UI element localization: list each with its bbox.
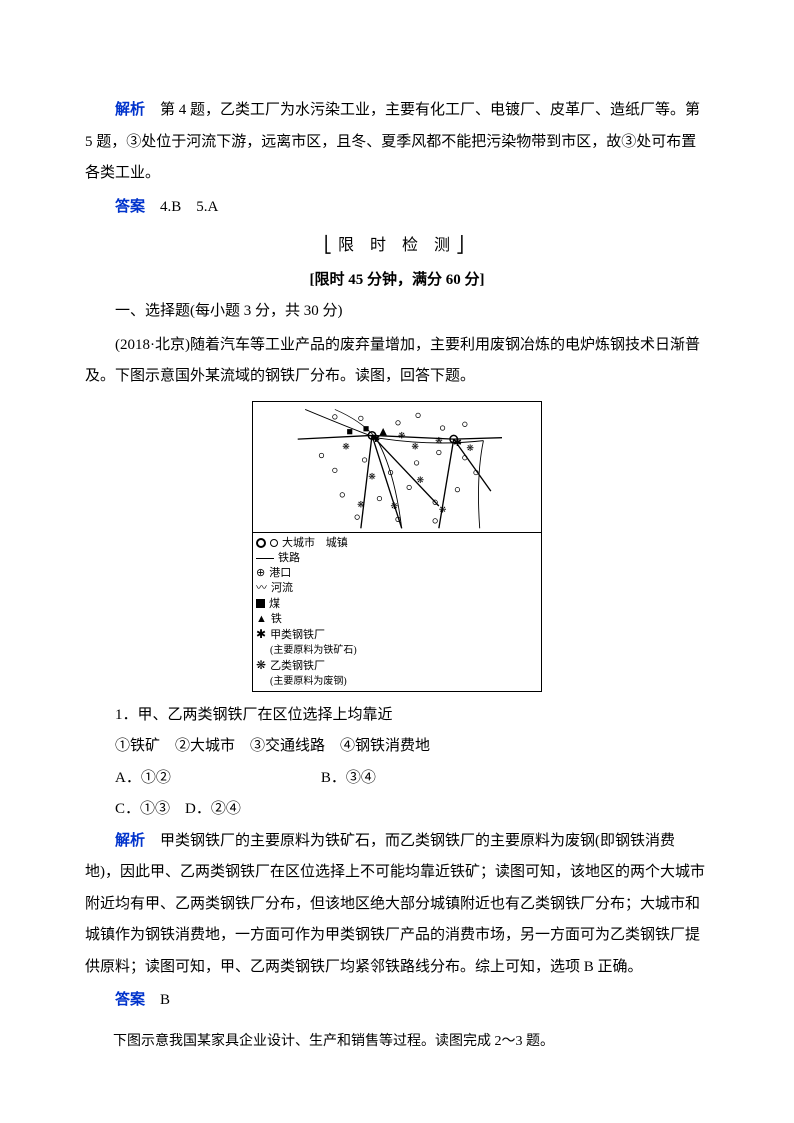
section-1-title: 一、选择题(每小题 3 分，共 30 分) [85,296,709,328]
q1-opt-ab: A．①②B．③④ [85,763,709,795]
svg-text:❋: ❋ [391,501,399,511]
q1-stem: 1．甲、乙两类钢铁厂在区位选择上均靠近 [85,700,709,732]
q1-answer-text: B [145,992,170,1008]
next-context: 下图示意我国某家具企业设计、生产和销售等过程。读图完成 2～3 题。 [85,1027,709,1056]
svg-text:❋: ❋ [466,443,474,453]
svg-text:❋: ❋ [357,499,365,509]
svg-text:✱: ✱ [371,434,380,445]
map-figure: ✱ ✱ ❋ ❋ ❋ ❋ ❋ ❋ ❋ ❋ ❋ ❋ 大城市 城镇 铁路 ⊕港口 〰河流 煤 ▲铁 ✱甲类钢… [252,401,542,692]
answer-label-1: 答案 [115,199,145,215]
svg-text:❋: ❋ [342,441,350,451]
analysis-label: 解析 [115,102,145,118]
q-context: (2018·北京)随着汽车等工业产品的废弃量增加，主要利用废钢冶炼的电炉炼钢技术… [85,330,709,393]
svg-text:❋: ❋ [417,475,425,485]
legend: 大城市 城镇 铁路 ⊕港口 〰河流 煤 ▲铁 ✱甲类钢铁厂 (主要原料为铁矿石)… [253,533,383,691]
svg-text:✱: ✱ [453,437,462,448]
test-header: ⎣限 时 检 测⎦ [324,237,470,254]
svg-text:❋: ❋ [398,430,406,440]
svg-text:❋: ❋ [435,435,443,445]
q1-choices: ①铁矿 ②大城市 ③交通线路 ④钢铁消费地 [85,731,709,763]
q1-opt-cd: C．①③ D．②④ [85,794,709,826]
q1-answer-label: 答案 [115,992,145,1008]
svg-text:❋: ❋ [368,471,376,481]
svg-text:❋: ❋ [439,504,447,514]
svg-text:❋: ❋ [411,441,419,451]
map-svg: ✱ ✱ ❋ ❋ ❋ ❋ ❋ ❋ ❋ ❋ ❋ ❋ [253,402,543,532]
q1-analysis-label: 解析 [115,833,145,849]
answer-text-1: 4.B 5.A [145,199,218,215]
analysis-text-1: 第 4 题，乙类工厂为水污染工业，主要有化工厂、电镀厂、皮革厂、造纸厂等。第 5… [85,102,700,181]
test-subheader: [限时 45 分钟，满分 60 分] [310,272,485,288]
q1-analysis-text: 甲类钢铁厂的主要原料为铁矿石，而乙类钢铁厂的主要原料为废钢(即钢铁消费地)，因此… [85,833,705,975]
